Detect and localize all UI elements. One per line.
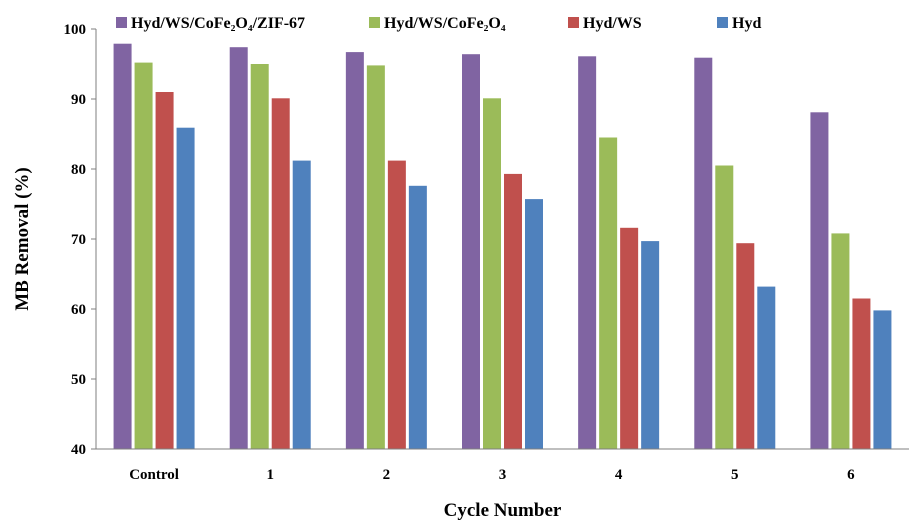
bar-4-control bbox=[176, 127, 195, 449]
legend: Hyd/WS/CoFe₂O₄/ZIF-67 Hyd/WS/CoFe₂O₄ Hyd/W… bbox=[116, 15, 761, 32]
bar-2-4 bbox=[599, 137, 618, 449]
legend-swatch bbox=[369, 17, 380, 28]
bar-1-3 bbox=[462, 54, 480, 449]
y-ticks: 40 50 60 70 80 90 100 bbox=[64, 22, 96, 458]
bar-4-3 bbox=[525, 199, 543, 449]
bar-2-2 bbox=[366, 65, 385, 450]
bar-4-4 bbox=[641, 241, 660, 449]
bar-1-2 bbox=[345, 52, 364, 449]
x-tick-label: 1 bbox=[266, 467, 274, 483]
bar-3-4 bbox=[620, 227, 639, 449]
x-axis-title: Cycle Number bbox=[444, 500, 562, 521]
bar-3-3 bbox=[504, 173, 522, 449]
y-tick-label: 40 bbox=[71, 442, 86, 458]
legend-label: Hyd/WS/CoFe₂O₄ bbox=[384, 15, 506, 32]
x-tick-label: 4 bbox=[615, 467, 623, 483]
bar-2-5 bbox=[715, 165, 734, 449]
legend-label: Hyd/WS bbox=[583, 15, 642, 32]
bar-2-6 bbox=[831, 233, 850, 449]
bar-3-1 bbox=[271, 98, 290, 450]
bar-1-1 bbox=[229, 47, 248, 449]
x-tick-label: 2 bbox=[383, 467, 391, 483]
bar-1-4 bbox=[578, 56, 597, 450]
y-tick-label: 100 bbox=[64, 22, 87, 38]
y-axis-title: MB Removal (%) bbox=[12, 167, 33, 311]
bar-3-6 bbox=[852, 298, 871, 449]
legend-swatch bbox=[116, 17, 127, 28]
bar-1-control bbox=[113, 43, 132, 449]
y-tick-label: 90 bbox=[71, 92, 86, 108]
x-tick-label: 3 bbox=[499, 467, 507, 483]
x-tick-label: Control bbox=[129, 467, 179, 483]
x-tick-label: 5 bbox=[731, 467, 739, 483]
legend-swatch bbox=[568, 17, 579, 28]
bar-4-2 bbox=[408, 185, 427, 450]
y-tick-label: 50 bbox=[71, 372, 86, 388]
axes bbox=[95, 29, 909, 450]
bar-2-3 bbox=[483, 98, 501, 450]
x-tick-label: 6 bbox=[847, 467, 855, 483]
bar-4-6 bbox=[873, 310, 892, 449]
bar-2-1 bbox=[250, 64, 269, 449]
y-tick-label: 80 bbox=[71, 162, 86, 178]
legend-swatch bbox=[717, 17, 728, 28]
bar-1-5 bbox=[694, 57, 713, 449]
bar-4-5 bbox=[757, 286, 776, 449]
legend-label: Hyd bbox=[732, 15, 761, 32]
y-tick-label: 70 bbox=[71, 232, 86, 248]
legend-label: Hyd/WS/CoFe₂O₄/ZIF-67 bbox=[131, 15, 305, 32]
bar-3-5 bbox=[736, 243, 755, 449]
bar-4-1 bbox=[292, 160, 311, 449]
bar-1-6 bbox=[810, 112, 829, 450]
y-tick-label: 60 bbox=[71, 302, 86, 318]
bar-3-2 bbox=[387, 160, 406, 449]
x-tick-labels: Control 1 2 3 4 5 6 bbox=[129, 467, 855, 483]
bar-3-control bbox=[155, 92, 174, 449]
bar-2-control bbox=[134, 62, 153, 449]
bars bbox=[113, 43, 892, 450]
